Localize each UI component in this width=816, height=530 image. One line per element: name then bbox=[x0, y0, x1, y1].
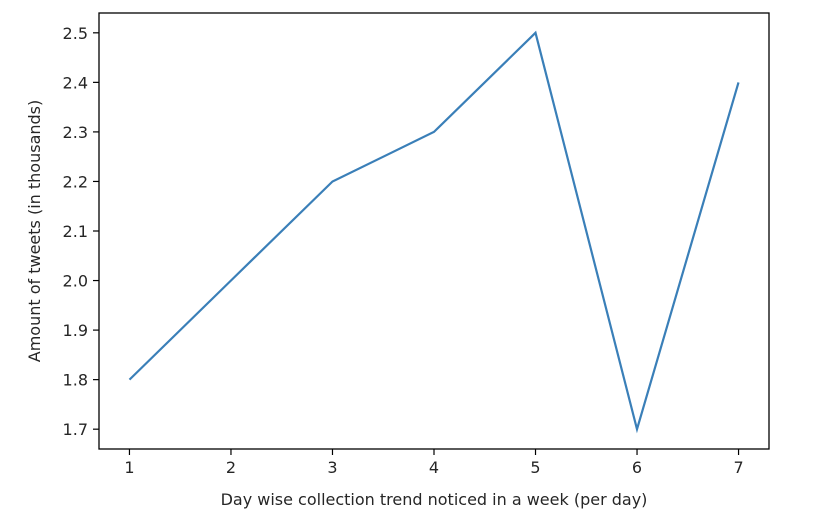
x-tick-label: 7 bbox=[733, 458, 743, 477]
x-axis-ticks: 1 2 3 4 5 6 7 bbox=[124, 449, 744, 477]
plot-area bbox=[98, 12, 770, 450]
y-tick-label: 2.2 bbox=[63, 172, 88, 191]
x-tick-label: 3 bbox=[327, 458, 337, 477]
y-tick-label: 1.7 bbox=[63, 420, 88, 439]
y-tick-label: 1.8 bbox=[63, 371, 88, 390]
y-tick-label: 2.5 bbox=[63, 24, 88, 43]
series-line bbox=[128, 30, 740, 434]
x-tick-label: 2 bbox=[226, 458, 236, 477]
x-axis-label: Day wise collection trend noticed in a w… bbox=[221, 490, 648, 509]
x-tick-label: 4 bbox=[429, 458, 439, 477]
x-tick-label: 1 bbox=[124, 458, 134, 477]
y-tick-label: 2.1 bbox=[63, 222, 88, 241]
y-tick-label: 2.3 bbox=[63, 123, 88, 142]
y-axis-ticks: 1.7 1.8 1.9 2.0 2.1 2.2 2.3 2.4 2.5 bbox=[63, 24, 99, 439]
x-tick-label: 5 bbox=[530, 458, 540, 477]
y-tick-label: 2.4 bbox=[63, 73, 88, 92]
y-tick-label: 1.9 bbox=[63, 321, 88, 340]
x-tick-label: 6 bbox=[632, 458, 642, 477]
y-tick-label: 2.0 bbox=[63, 272, 88, 291]
y-axis-label: Amount of tweets (in thousands) bbox=[25, 100, 44, 362]
